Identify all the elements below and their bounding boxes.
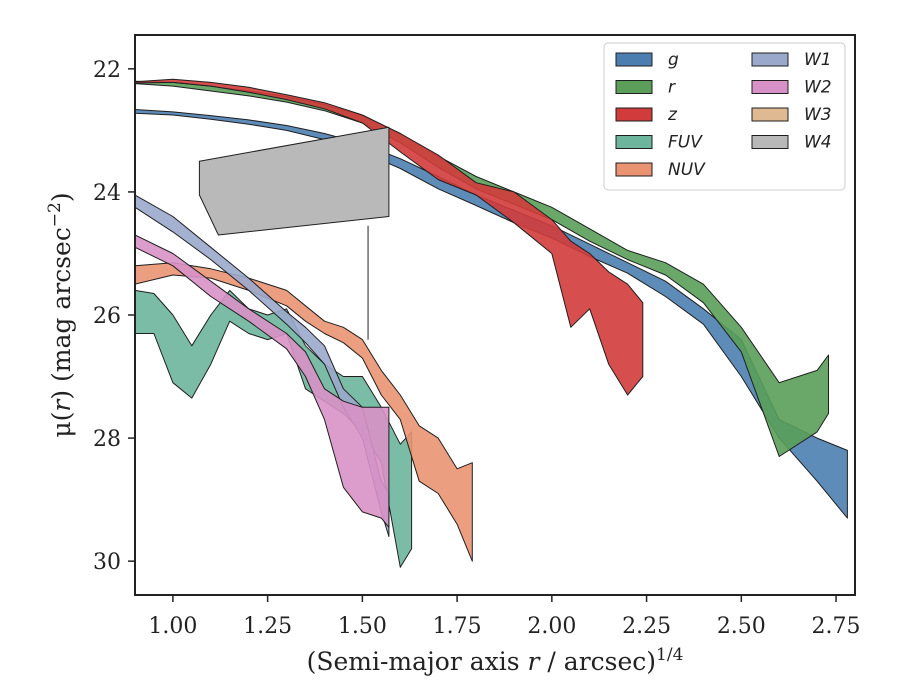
legend-label-g: g xyxy=(668,50,679,70)
legend-item-z: z xyxy=(615,105,678,125)
legend-box xyxy=(603,42,846,191)
legend-swatch-w1 xyxy=(751,52,789,67)
legend-swatch-fuv xyxy=(615,135,653,149)
legend-item-w4: W4 xyxy=(751,133,832,153)
legend: grz FUV NUV W1 W2 W3 W4 xyxy=(603,42,846,191)
legend-item-fuv: FUV xyxy=(615,133,703,153)
legend-swatch-g xyxy=(615,52,653,67)
x-tick-label: 2.25 xyxy=(622,614,671,639)
legend-swatch-z xyxy=(615,107,653,122)
legend-label-nuv: NUV xyxy=(668,160,706,180)
x-tick-label: 1.75 xyxy=(433,614,482,639)
legend-item-nuv: NUV xyxy=(615,160,706,180)
x-tick-label: 1.25 xyxy=(243,614,292,639)
legend-label-z: z xyxy=(667,105,678,125)
legend-swatch-w4 xyxy=(751,135,789,149)
legend-item-w3: W3 xyxy=(751,105,832,125)
legend-label-r: r xyxy=(668,78,676,98)
legend-label-w1: W1 xyxy=(804,50,832,70)
legend-item-g: g xyxy=(615,50,679,70)
legend-label-w2: W2 xyxy=(804,78,832,98)
x-axis-label: (Semi-major axis r / arcsec)1/4 xyxy=(307,645,684,676)
x-tick-label: 1.00 xyxy=(148,614,197,639)
series-w2-band xyxy=(135,234,390,528)
y-axis: 22 24 26 28 30 xyxy=(93,58,135,575)
x-tick-label: 2.75 xyxy=(812,614,861,639)
legend-swatch-r xyxy=(615,80,653,94)
x-tick-label: 2.50 xyxy=(717,614,766,639)
series-w4-band xyxy=(198,126,390,236)
y-tick-label: 26 xyxy=(93,304,121,329)
y-tick-label: 22 xyxy=(93,58,121,83)
y-tick-label: 24 xyxy=(93,181,121,206)
x-axis: 1.00 1.25 1.50 1.75 2.00 2.25 2.50 2.75 xyxy=(148,595,861,639)
series-fuv-band xyxy=(135,289,413,568)
plot-area xyxy=(135,78,848,568)
legend-item-r: r xyxy=(615,78,676,98)
legend-item-w1: W1 xyxy=(751,50,832,70)
legend-label-fuv: FUV xyxy=(668,133,703,153)
y-axis-label: μ(r) (mag arcsec−2) xyxy=(45,192,76,437)
legend-swatch-w2 xyxy=(751,80,789,94)
x-tick-label: 1.50 xyxy=(338,614,387,639)
y-tick-label: 30 xyxy=(93,550,121,575)
y-tick-label: 28 xyxy=(93,427,121,452)
series-nuv-band xyxy=(135,262,473,562)
legend-swatch-w3 xyxy=(751,107,789,122)
legend-swatch-nuv xyxy=(615,162,653,177)
series-w1-band xyxy=(135,194,390,537)
legend-item-w2: W2 xyxy=(751,78,832,98)
x-tick-label: 2.00 xyxy=(527,614,576,639)
legend-label-w4: W4 xyxy=(804,133,832,153)
legend-label-w3: W3 xyxy=(804,105,832,125)
